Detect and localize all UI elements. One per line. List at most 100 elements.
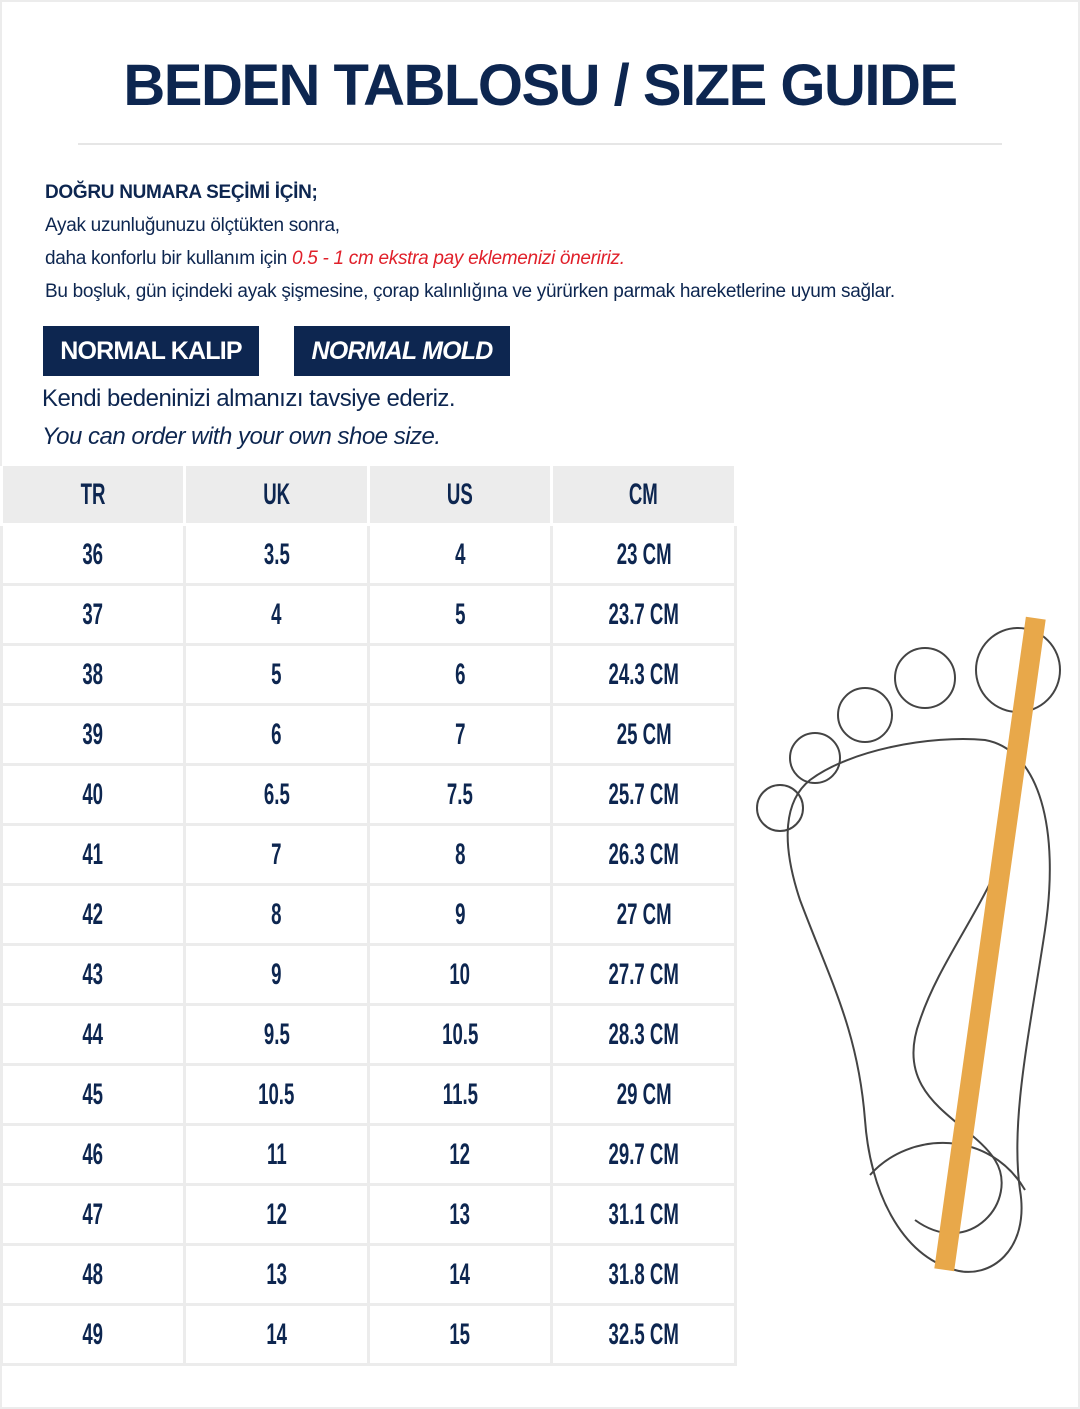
size-table: TR UK US CM 36 3.5 4 23 CM 37 4 5 23.7 CM 38 5 6 24.3 … [0,466,737,1366]
cell-value: 5 [271,657,282,691]
cell-cm: 27.7 CM [550,943,737,1006]
cell-value: 25.7 CM [608,777,679,811]
table-header-row: TR UK US CM [0,466,737,526]
cell-tr: 42 [0,883,187,946]
cell-uk: 13 [183,1243,370,1306]
cell-uk: 9.5 [183,1003,370,1066]
cell-value: 14 [449,1257,471,1291]
cell-value: 10.5 [258,1077,295,1111]
cell-value: 31.8 CM [608,1257,679,1291]
cell-us: 14 [366,1243,554,1306]
page-title: BEDEN TABLOSU / SIZE GUIDE [123,53,958,118]
cell-value: 27 CM [616,897,672,931]
cell-uk: 9 [183,943,370,1006]
cell-cm: 24.3 CM [550,643,737,706]
cell-value: 6 [454,657,466,691]
cell-us: 7 [366,703,554,766]
instructions-heading: DOĞRU NUMARA SEÇİMİ İÇİN; [45,182,318,203]
cell-uk: 10.5 [183,1063,370,1126]
cell-value: 10 [449,957,471,991]
cell-value: 4 [271,597,282,631]
cell-value: 8 [271,897,282,931]
cell-cm: 29 CM [550,1063,737,1126]
fourth-toe [789,732,841,784]
cell-value: 44 [82,1017,104,1051]
cell-value: 9 [271,957,282,991]
column-header-label: CM [629,477,659,511]
cell-value: 49 [82,1317,104,1351]
table-row: 46 11 12 29.7 CM [0,1123,737,1186]
divider [78,143,1002,145]
cell-uk: 6.5 [183,763,370,826]
little-toe [756,784,804,832]
cell-tr: 38 [0,643,187,706]
cell-value: 29.7 CM [608,1137,679,1171]
cell-value: 28.3 CM [608,1017,679,1051]
cell-value: 15 [449,1317,471,1351]
cell-value: 41 [82,837,104,871]
cell-us: 8 [366,823,554,886]
cell-value: 48 [82,1257,104,1291]
cell-tr: 46 [0,1123,187,1186]
cell-value: 14 [266,1317,287,1351]
cell-value: 31.1 CM [608,1197,679,1231]
table-row: 45 10.5 11.5 29 CM [0,1063,737,1126]
cell-us: 13 [366,1183,554,1246]
cell-cm: 27 CM [550,883,737,946]
cell-us: 9 [366,883,554,946]
cell-value: 11.5 [442,1077,478,1111]
table-row: 38 5 6 24.3 CM [0,643,737,706]
cell-uk: 4 [183,583,370,646]
cell-us: 7.5 [366,763,554,826]
cell-us: 6 [366,643,554,706]
cell-uk: 14 [183,1303,370,1366]
cell-cm: 31.1 CM [550,1183,737,1246]
table-row: 36 3.5 4 23 CM [0,523,737,586]
cell-tr: 37 [0,583,187,646]
cell-value: 32.5 CM [608,1317,679,1351]
normal-fit-badge-tr: NORMAL KALIP [43,326,259,376]
cell-value: 39 [82,717,104,751]
foot-outline [786,738,1051,1273]
cell-value: 25 CM [616,717,672,751]
table-row: 48 13 14 31.8 CM [0,1243,737,1306]
column-header-label: US [447,477,474,511]
cell-value: 37 [82,597,104,631]
cell-value: 27.7 CM [608,957,679,991]
cell-cm: 31.8 CM [550,1243,737,1306]
cell-uk: 3.5 [183,523,370,586]
cell-value: 45 [82,1077,104,1111]
cell-cm: 25.7 CM [550,763,737,826]
table-row: 42 8 9 27 CM [0,883,737,946]
cell-uk: 8 [183,883,370,946]
cell-us: 4 [366,523,554,586]
cell-tr: 48 [0,1243,187,1306]
cell-value: 24.3 CM [608,657,679,691]
cell-value: 47 [82,1197,104,1231]
cell-value: 5 [454,597,466,631]
instructions-line-3: Bu boşluk, gün içindeki ayak şişmesine, … [45,281,895,302]
cell-value: 3.5 [263,537,290,571]
cell-value: 13 [266,1257,287,1291]
size-recommendation: Kendi bedeninizi almanızı tavsiye ederiz… [42,380,456,456]
cell-tr: 47 [0,1183,187,1246]
cell-us: 12 [366,1123,554,1186]
cell-us: 11.5 [366,1063,554,1126]
cell-us: 15 [366,1303,554,1366]
cell-value: 7 [454,717,466,751]
cell-tr: 36 [0,523,187,586]
cell-value: 6.5 [263,777,290,811]
cell-uk: 5 [183,643,370,706]
table-row: 47 12 13 31.1 CM [0,1183,737,1246]
cell-uk: 12 [183,1183,370,1246]
cell-value: 42 [82,897,104,931]
cell-value: 26.3 CM [608,837,679,871]
table-row: 44 9.5 10.5 28.3 CM [0,1003,737,1066]
table-row: 39 6 7 25 CM [0,703,737,766]
cell-value: 9 [454,897,466,931]
cell-value: 9.5 [263,1017,290,1051]
recommendation-en: You can order with your own shoe size. [42,423,441,450]
table-row: 41 7 8 26.3 CM [0,823,737,886]
cell-value: 11 [266,1137,287,1171]
table-row: 49 14 15 32.5 CM [0,1303,737,1366]
